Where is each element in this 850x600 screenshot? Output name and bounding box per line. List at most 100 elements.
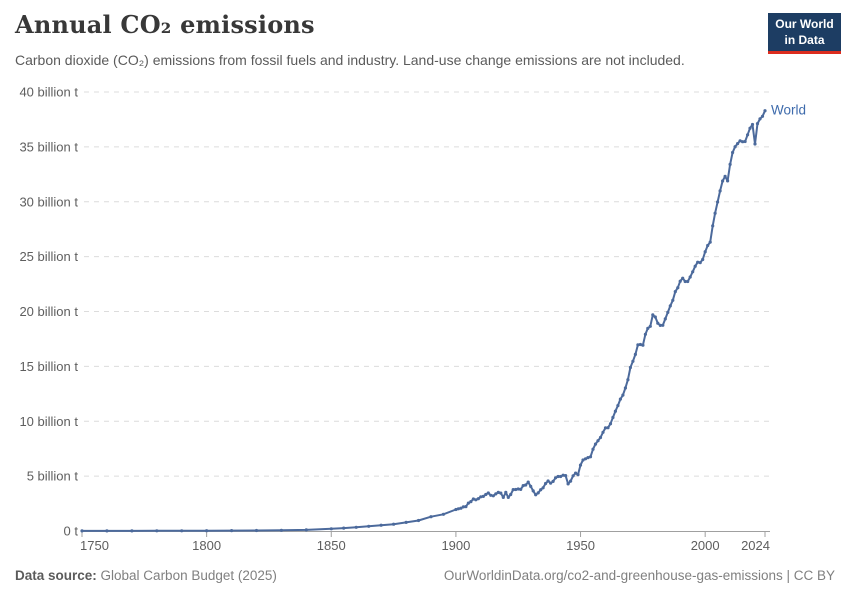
data-point (476, 497, 480, 501)
data-point (105, 529, 109, 533)
data-point (564, 474, 568, 478)
data-point (509, 492, 513, 497)
y-tick-label: 40 billion t (19, 85, 78, 100)
data-point (526, 480, 530, 484)
data-point (80, 529, 84, 533)
data-point (596, 439, 600, 443)
data-point (491, 494, 495, 498)
data-point (554, 476, 558, 480)
data-point (461, 505, 465, 509)
data-point (254, 528, 259, 533)
data-point (459, 506, 463, 510)
data-point (569, 479, 573, 483)
data-point (479, 495, 483, 499)
data-point (499, 491, 503, 495)
data-point (574, 471, 578, 475)
data-point (648, 324, 652, 328)
data-point (539, 488, 543, 492)
data-point (354, 525, 358, 529)
data-point (633, 352, 638, 356)
data-point (279, 528, 283, 532)
data-point (713, 211, 717, 215)
y-tick-label: 15 billion t (19, 359, 78, 374)
data-point (230, 529, 234, 533)
data-point (673, 290, 677, 294)
data-point (546, 479, 550, 483)
chart-footer: Data source: Global Carbon Budget (2025)… (15, 568, 835, 583)
data-point (663, 317, 667, 321)
data-point (641, 343, 645, 347)
data-point (755, 122, 760, 126)
data-point (608, 422, 613, 426)
data-point (728, 162, 732, 166)
data-point (556, 474, 560, 479)
data-point (678, 279, 682, 283)
data-point (643, 332, 648, 336)
data-point (588, 455, 593, 459)
entity-label-world[interactable]: World (771, 103, 806, 118)
data-source-value: Global Carbon Budget (2025) (96, 568, 277, 583)
data-point (603, 426, 608, 430)
y-tick-label: 10 billion t (19, 414, 78, 429)
x-tick-label: 2000 (691, 538, 720, 553)
data-point (469, 500, 473, 504)
x-tick-label: 1800 (192, 538, 221, 553)
data-point (716, 200, 720, 204)
owid-logo[interactable]: Our World in Data (768, 13, 841, 55)
data-point (611, 415, 615, 420)
data-point (741, 140, 745, 144)
data-point (578, 463, 583, 467)
data-point (583, 457, 588, 461)
y-tick-label: 30 billion t (19, 194, 78, 209)
x-tick-label: 1950 (566, 538, 595, 553)
data-point (130, 529, 134, 533)
x-tick-label: 1850 (317, 538, 346, 553)
data-point (743, 139, 747, 144)
data-point (708, 240, 712, 244)
data-point (726, 179, 730, 183)
data-point (205, 529, 209, 533)
data-point (456, 507, 460, 511)
x-tick-label: 1900 (441, 538, 470, 553)
data-point (731, 150, 735, 155)
data-point (656, 321, 660, 325)
data-point (613, 409, 618, 413)
data-point (566, 482, 570, 486)
data-point (666, 310, 670, 314)
data-point (736, 142, 740, 146)
data-point (606, 426, 610, 430)
line-chart[interactable]: 0 t 5 billion t 10 billion t 15 billion t 20… (0, 0, 850, 560)
x-tick-label: 2024 (741, 538, 770, 553)
data-point (676, 286, 680, 290)
data-point (681, 276, 685, 280)
data-point (706, 243, 710, 248)
data-point (646, 326, 650, 330)
data-point (581, 458, 585, 462)
data-point (506, 495, 510, 499)
page-title: Annual CO₂ emissions (15, 10, 315, 39)
data-point (661, 323, 665, 327)
data-point (758, 117, 762, 121)
data-point (519, 487, 523, 491)
data-point (686, 279, 690, 284)
data-point (549, 481, 553, 485)
data-point (753, 142, 757, 146)
data-point (486, 491, 490, 495)
data-point (544, 481, 548, 486)
data-point (464, 505, 468, 509)
data-point (658, 323, 662, 327)
data-point (504, 490, 508, 494)
data-source: Data source: Global Carbon Budget (2025) (15, 568, 277, 583)
data-point (628, 365, 633, 370)
data-point (474, 498, 478, 502)
data-point (760, 114, 765, 118)
data-point (668, 304, 672, 308)
data-point (511, 488, 515, 492)
data-point (429, 515, 433, 519)
citation-link[interactable]: OurWorldinData.org/co2-and-greenhouse-ga… (443, 568, 835, 583)
data-point (698, 261, 702, 265)
data-point (763, 109, 767, 113)
series-line-world[interactable] (81, 109, 766, 532)
data-point (536, 491, 540, 495)
data-point (691, 270, 695, 274)
